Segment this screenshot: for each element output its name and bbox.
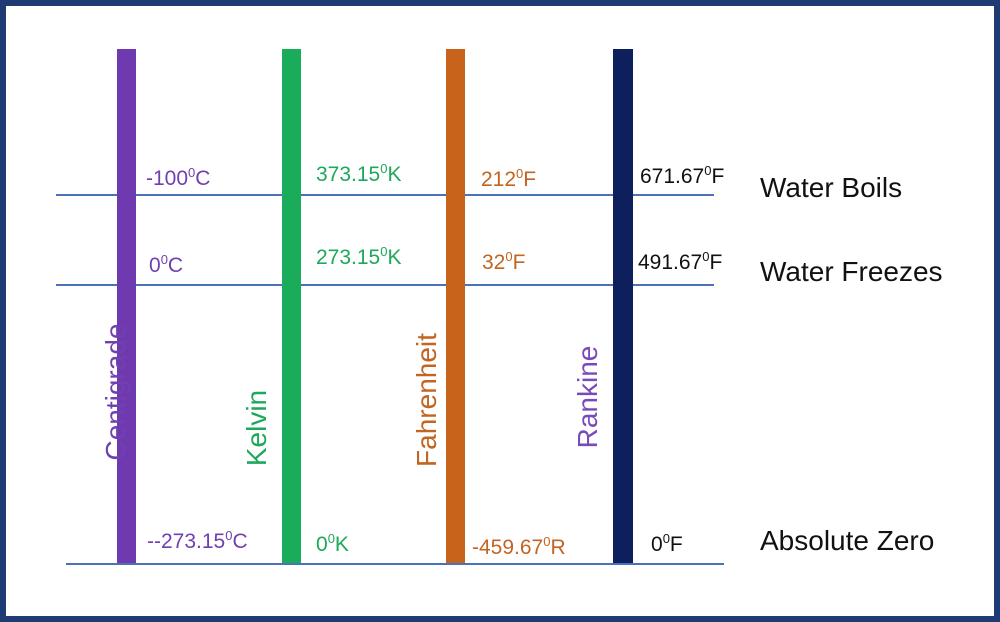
- rankine-bar: [613, 49, 633, 563]
- centigrade-freezes-value: 00C: [149, 252, 184, 277]
- water-boils-label: Water Boils: [760, 172, 903, 203]
- fahrenheit-boils-value: 2120F: [481, 166, 537, 191]
- centigrade-zero-value: --273.150C: [147, 528, 248, 553]
- water-freezes-line: [56, 284, 714, 286]
- kelvin-bar: [282, 49, 301, 563]
- centigrade-boils-value: -1000C: [146, 165, 211, 190]
- centigrade-label: Centigrade: [100, 323, 131, 461]
- kelvin-label: Kelvin: [241, 389, 272, 467]
- water-freezes-label: Water Freezes: [760, 256, 943, 287]
- absolute-zero-label: Absolute Zero: [760, 525, 935, 556]
- absolute-zero-line: [66, 563, 724, 565]
- fahrenheit-bar: [446, 49, 465, 563]
- centigrade-bar: [117, 49, 136, 563]
- kelvin-boils-value: 373.150K: [316, 161, 402, 186]
- kelvin-zero-value: 00K: [316, 531, 349, 556]
- rankine-zero-value: 00F: [651, 531, 683, 556]
- rankine-freezes-value: 491.670F: [638, 249, 723, 274]
- rankine-boils-value: 671.670F: [640, 163, 725, 188]
- fahrenheit-freezes-value: 320F: [482, 249, 526, 274]
- rankine-label: Rankine: [572, 345, 603, 449]
- fahrenheit-zero-value: -459.670R: [472, 534, 566, 559]
- water-boils-line: [56, 194, 714, 196]
- kelvin-freezes-value: 273.150K: [316, 244, 402, 269]
- fahrenheit-label: Fahrenheit: [411, 333, 442, 467]
